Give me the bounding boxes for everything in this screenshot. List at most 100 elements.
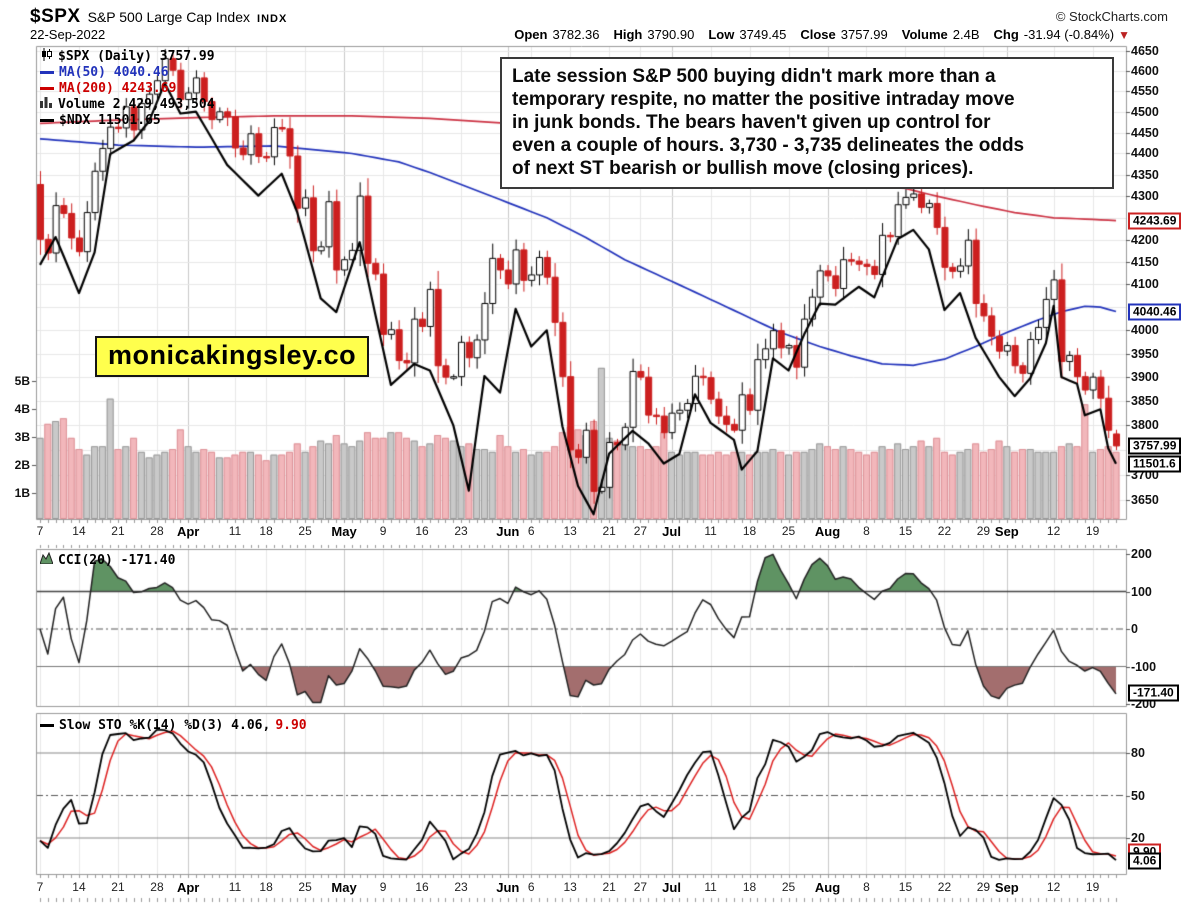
date-axis-tick: Aug (814, 524, 841, 539)
low-value: 3749.45 (739, 27, 787, 42)
symbol-name: S&P 500 Large Cap Index (87, 9, 251, 25)
quote-row: 22-Sep-2022 Open 3782.36 High 3790.90 Low 374… (30, 26, 1170, 44)
date-axis-tick: Jul (662, 524, 681, 539)
date-axis-tick: 12 (1046, 524, 1061, 538)
exchange-label: INDX (257, 13, 288, 25)
volume-axis-tick: 5B (14, 374, 30, 388)
chart-header: $SPX S&P 500 Large Cap Index INDX © StockC… (30, 6, 1170, 27)
volume-axis-tick: 4B (14, 402, 30, 416)
sto-legend: Slow STO %K(14) %D(3) 4.06, 9.90 (40, 717, 307, 733)
ndx-value-tag: 11501.6 (1128, 455, 1181, 473)
date-axis-tick: 6 (527, 880, 535, 894)
date-axis-tick: 18 (742, 524, 757, 538)
annotation-line: of next ST bearish or bullish move (clos… (512, 158, 974, 179)
price-axis-tick: 4000 (1131, 323, 1159, 338)
high-value: 3790.90 (647, 27, 695, 42)
cci-axis-tick: 0 (1131, 622, 1138, 636)
sto-value-tag: 4.06 (1128, 852, 1162, 870)
change-down-arrow-icon: ▼ (1118, 28, 1130, 42)
date-axis-tick: 11 (704, 880, 717, 894)
open-label: Open (514, 27, 548, 42)
price-axis-tick: 3900 (1131, 370, 1159, 385)
date-axis-tick: 29 (976, 524, 991, 538)
cci-axis-tick: 200 (1131, 547, 1152, 561)
annotation-line: in junk bonds. The bears haven't given u… (512, 112, 991, 133)
sto-line-swatch-icon (40, 723, 54, 727)
date-axis-tick: 21 (111, 524, 125, 538)
price-axis-tick: 4450 (1131, 125, 1159, 140)
legend-spx: $SPX (Daily) 3757.99 (40, 47, 215, 64)
date-axis-tick: 18 (742, 880, 757, 894)
price-value-tag: 4040.46 (1128, 303, 1182, 321)
price-axis-tick: 4650 (1131, 44, 1159, 58)
volume-axis-tick: 3B (14, 430, 30, 444)
date-axis-tick: 18 (259, 880, 273, 894)
symbol: $SPX (30, 6, 81, 27)
legend-spx-label: $SPX (Daily) 3757.99 (58, 48, 215, 64)
date-axis-tick: 15 (898, 524, 913, 538)
low-label: Low (708, 27, 735, 42)
cci-legend-label: CCI(20) -171.40 (58, 552, 176, 568)
volume-value: 2.4B (952, 27, 980, 42)
legend-ndx: $NDX 11501.65 (40, 112, 215, 128)
stockcharts-credit: © StockCharts.com (1055, 9, 1168, 24)
price-value-tag: 3757.99 (1128, 437, 1182, 455)
price-axis-tick: 4200 (1131, 232, 1159, 247)
date-axis-tick: Jul (662, 880, 681, 895)
sto-axis-tick: 20 (1131, 831, 1145, 845)
price-axis-tick: 4100 (1131, 277, 1159, 292)
cci-legend: CCI(20) -171.40 (39, 551, 176, 568)
date-axis-tick: 25 (781, 880, 796, 894)
date-axis-tick: 8 (863, 524, 870, 538)
date-axis-tick: 7 (36, 880, 44, 894)
quote-strip: Open 3782.36 High 3790.90 Low 3749.45 Close 375… (500, 27, 1130, 42)
date-axis-tick: 11 (228, 524, 242, 538)
legend-ma200-label: MA(200) 4243.69 (59, 80, 177, 96)
volume-bars-icon (40, 96, 53, 112)
price-axis-tick: 4400 (1131, 146, 1159, 161)
date-axis-tick: 22 (937, 524, 952, 538)
date-axis-tick: 25 (781, 524, 796, 538)
date-axis-tick: 25 (298, 524, 312, 538)
price-axis-tick: 4600 (1131, 64, 1159, 79)
date-axis-tick: Apr (176, 880, 200, 895)
chg-value: -31.94 (-0.84%) (1023, 27, 1115, 42)
volume-axis-tick: 2B (14, 458, 30, 472)
ma50-line-swatch-icon (40, 70, 54, 74)
price-axis-tick: 4500 (1131, 104, 1159, 119)
price-axis-tick: 4350 (1131, 167, 1159, 182)
date-axis-tick: 19 (1085, 524, 1100, 538)
legend-ma200: MA(200) 4243.69 (40, 80, 215, 96)
sto-legend-d-value: 9.90 (275, 717, 307, 733)
price-axis-tick: 3800 (1131, 418, 1159, 433)
price-axis-tick: 3850 (1131, 394, 1159, 409)
date-axis-tick: 22 (937, 880, 952, 894)
chg-label: Chg (993, 27, 1019, 42)
close-value: 3757.99 (840, 27, 888, 42)
price-value-tag: 4243.69 (1128, 212, 1182, 230)
date-axis-tick: 14 (72, 880, 86, 894)
ndx-line-swatch-icon (40, 118, 54, 122)
price-axis-tick: 3650 (1131, 493, 1159, 507)
date-axis-tick: 28 (150, 524, 164, 538)
volume-axis-tick: 1B (14, 486, 30, 500)
legend-volume: Volume 2,429,493,504 (40, 96, 215, 112)
sto-axis-tick: 80 (1131, 746, 1145, 760)
date-axis-tick: 12 (1046, 880, 1061, 894)
annotation-line: Late session S&P 500 buying didn't mark … (512, 66, 996, 87)
site-watermark: monicakingsley.co (95, 336, 370, 377)
chart-date: 22-Sep-2022 (30, 27, 106, 42)
date-axis-tick: 15 (898, 880, 913, 894)
date-axis-tick: 21 (111, 880, 125, 894)
date-axis-tick: 19 (1085, 880, 1100, 894)
volume-label: Volume (901, 27, 948, 42)
date-axis-tick: 16 (415, 880, 429, 894)
date-axis-tick: May (331, 524, 357, 539)
cci-value-tag: -171.40 (1128, 684, 1179, 702)
date-axis-tick: Jun (496, 880, 520, 895)
legend-ma50: MA(50) 4040.46 (40, 64, 215, 80)
main-chart-legend: $SPX (Daily) 3757.99 MA(50) 4040.46 MA(2… (40, 47, 215, 128)
date-axis-tick: 21 (602, 880, 616, 894)
date-axis-tick: 11 (228, 880, 242, 894)
